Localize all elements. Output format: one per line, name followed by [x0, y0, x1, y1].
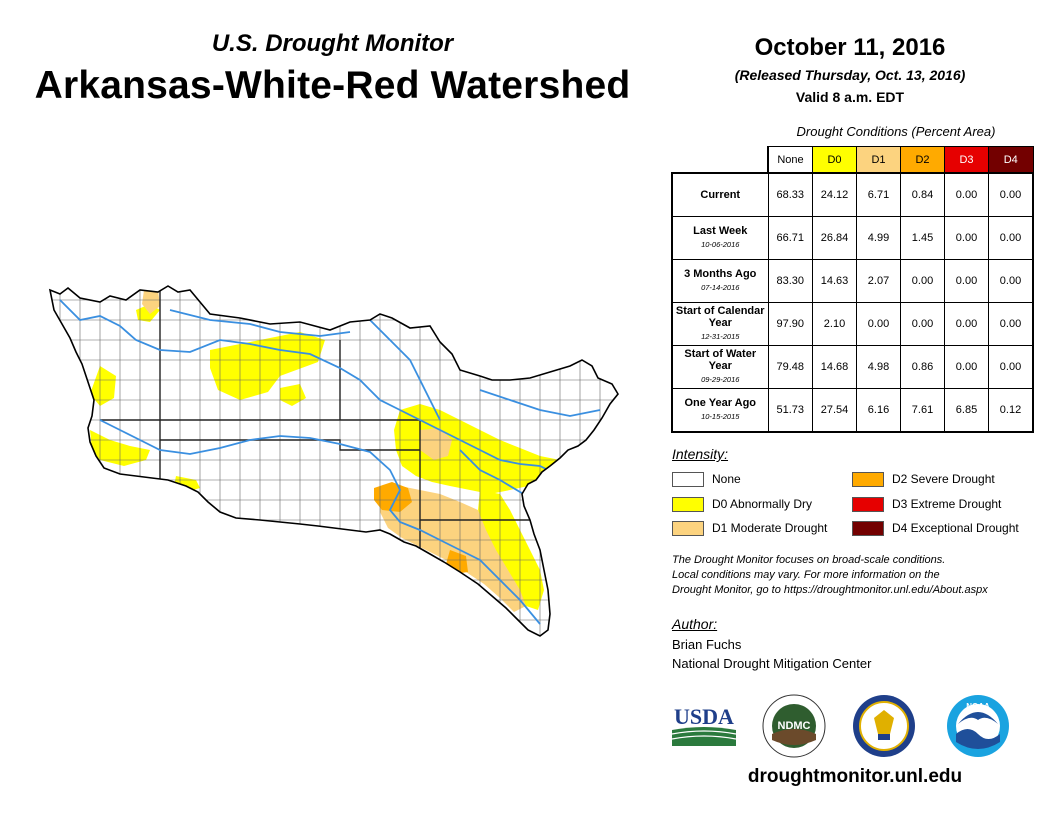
cell-none: 97.90	[767, 302, 813, 346]
legend-item-none: None	[672, 471, 741, 488]
col-d4: D4	[988, 146, 1034, 174]
table-row: 3 Months Ago 07-14-2016 83.30 14.63 2.07 …	[671, 259, 1034, 303]
website-link[interactable]: droughtmonitor.unl.edu	[747, 766, 963, 787]
cell-d4: 0.00	[988, 172, 1034, 217]
valid-time: Valid 8 a.m. EDT	[795, 89, 905, 105]
rivers	[59, 299, 601, 625]
cell-d1: 2.07	[856, 259, 901, 303]
svg-text:NDMC: NDMC	[778, 720, 811, 732]
map-subtitle: U.S. Drought Monitor	[211, 30, 454, 57]
cell-d0: 2.10	[812, 302, 857, 346]
noaa-logo: NOAA	[947, 695, 1009, 757]
cell-d3: 0.00	[944, 172, 989, 217]
cell-d2: 0.84	[900, 172, 945, 217]
cell-none: 83.30	[767, 259, 813, 303]
cell-d4: 0.00	[988, 216, 1034, 260]
author-heading: Author:	[672, 616, 718, 632]
cell-d1: 6.71	[856, 172, 901, 217]
cell-d0: 27.54	[812, 388, 857, 433]
legend-item-d3: D3 Extreme Drought	[852, 496, 1001, 513]
cell-d1: 6.16	[856, 388, 901, 433]
cell-none: 51.73	[767, 388, 813, 433]
legend-swatch	[672, 497, 704, 513]
d1-areas	[142, 290, 526, 612]
cell-d0: 14.63	[812, 259, 857, 303]
legend-title: Intensity:	[672, 446, 729, 462]
ndmc-logo: NDMC	[762, 694, 826, 758]
map-title: Arkansas-White-Red Watershed	[34, 64, 631, 107]
legend-item-d1: D1 Moderate Drought	[672, 520, 827, 537]
cell-d2: 1.45	[900, 216, 945, 260]
cell-d4: 0.00	[988, 259, 1034, 303]
col-d3: D3	[944, 146, 989, 174]
cell-d2: 7.61	[900, 388, 945, 433]
cell-d4: 0.12	[988, 388, 1034, 433]
legend-swatch	[852, 497, 884, 513]
table-row: Last Week 10-06-2016 66.71 26.84 4.99 1.4…	[671, 216, 1034, 260]
table-caption: Drought Conditions (Percent Area)	[796, 124, 996, 139]
row-date: 10-06-2016	[701, 240, 740, 249]
drought-conditions-table: None D0 D1 D2 D3 D4 Current 68.33 24.12 …	[671, 146, 1034, 433]
col-d2: D2	[900, 146, 945, 174]
row-date: 09-29-2016	[701, 375, 740, 384]
table-row: Start of Calendar Year 12-31-2015 97.90 2…	[671, 302, 1034, 346]
col-d0: D0	[812, 146, 857, 174]
cell-none: 79.48	[767, 345, 813, 389]
row-label: One Year Ago 10-15-2015	[671, 388, 769, 433]
legend-item-d2: D2 Severe Drought	[852, 471, 995, 488]
table-row: Start of Water Year 09-29-2016 79.48 14.6…	[671, 345, 1034, 389]
legend-swatch	[852, 521, 884, 537]
cell-none: 66.71	[767, 216, 813, 260]
cell-d4: 0.00	[988, 302, 1034, 346]
row-label: Start of Calendar Year 12-31-2015	[671, 302, 769, 346]
cell-d3: 0.00	[944, 302, 989, 346]
cell-d1: 0.00	[856, 302, 901, 346]
table-row: One Year Ago 10-15-2015 51.73 27.54 6.16 …	[671, 388, 1034, 433]
cell-d4: 0.00	[988, 345, 1034, 389]
col-none: None	[767, 146, 813, 174]
cell-d1: 4.98	[856, 345, 901, 389]
table-row: Current 68.33 24.12 6.71 0.84 0.00 0.00	[671, 172, 1034, 217]
author-organization: National Drought Mitigation Center	[672, 656, 872, 671]
cell-d2: 0.00	[900, 302, 945, 346]
state-lines	[100, 286, 540, 580]
cell-none: 68.33	[767, 172, 813, 217]
table-header-row: None D0 D1 D2 D3 D4	[672, 146, 1034, 174]
legend-swatch	[672, 472, 704, 488]
row-label: Current	[671, 172, 769, 217]
cell-d2: 0.86	[900, 345, 945, 389]
map-date: October 11, 2016	[754, 34, 946, 61]
cell-d2: 0.00	[900, 259, 945, 303]
svg-text:NOAA: NOAA	[966, 702, 990, 711]
doc-seal-logo	[853, 695, 915, 757]
row-date: 10-15-2015	[701, 412, 740, 421]
cell-d3: 0.00	[944, 259, 989, 303]
cell-d3: 6.85	[944, 388, 989, 433]
row-date: 07-14-2016	[701, 283, 740, 292]
col-d1: D1	[856, 146, 901, 174]
cell-d0: 24.12	[812, 172, 857, 217]
watershed-map	[49, 285, 619, 637]
disclaimer-note: The Drought Monitor focuses on broad-sca…	[672, 554, 988, 596]
legend-swatch	[672, 521, 704, 537]
release-date: (Released Thursday, Oct. 13, 2016)	[734, 67, 966, 83]
author-name: Brian Fuchs	[672, 637, 742, 652]
row-date: 12-31-2015	[701, 332, 740, 341]
svg-text:USDA: USDA	[674, 704, 734, 729]
table-corner	[672, 146, 769, 174]
cell-d3: 0.00	[944, 345, 989, 389]
legend-swatch	[852, 472, 884, 488]
usda-logo: USDA	[671, 704, 737, 746]
cell-d1: 4.99	[856, 216, 901, 260]
legend-item-d0: D0 Abnormally Dry	[672, 496, 812, 513]
cell-d0: 14.68	[812, 345, 857, 389]
row-label: Last Week 10-06-2016	[671, 216, 769, 260]
row-label: 3 Months Ago 07-14-2016	[671, 259, 769, 303]
cell-d3: 0.00	[944, 216, 989, 260]
row-label: Start of Water Year 09-29-2016	[671, 345, 769, 389]
legend-item-d4: D4 Exceptional Drought	[852, 520, 1019, 537]
cell-d0: 26.84	[812, 216, 857, 260]
